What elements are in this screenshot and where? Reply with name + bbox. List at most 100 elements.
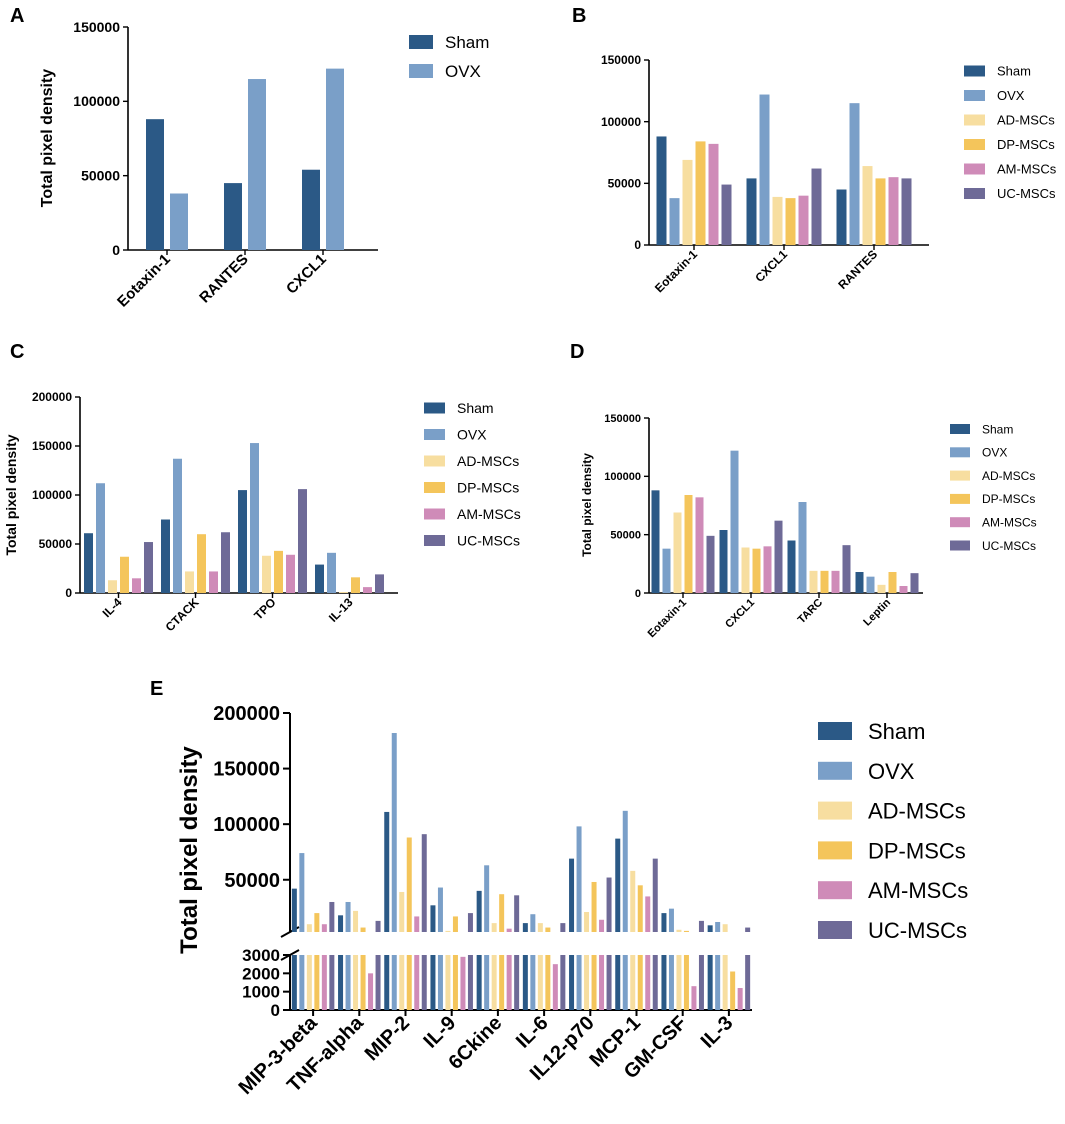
x-tick-label: Leptin (861, 596, 893, 628)
bar (662, 548, 671, 593)
y-tick-label: 150000 (213, 759, 280, 781)
bar-upper (306, 924, 312, 932)
bar-upper (467, 913, 473, 932)
bar-lower (745, 955, 751, 1010)
bar-upper (545, 927, 551, 932)
y-tick-label: 50000 (39, 537, 73, 551)
bar-lower (645, 955, 651, 1010)
bar-lower (491, 955, 497, 1010)
bar-lower (584, 955, 590, 1010)
y-axis-label: Total pixel density (3, 434, 19, 555)
legend-swatch (424, 508, 445, 520)
bar (798, 195, 809, 245)
bar-lower (345, 955, 351, 1010)
x-tick-label: MIP-2 (361, 1012, 414, 1065)
bar-upper (499, 894, 505, 932)
y-axis-label: Total pixel density (39, 69, 56, 208)
legend-swatch (964, 163, 985, 175)
bar-upper (722, 924, 728, 932)
bar (774, 520, 783, 593)
legend-swatch (950, 470, 970, 481)
bar-lower (715, 955, 721, 1010)
legend-swatch (964, 139, 985, 150)
bar-lower (499, 955, 505, 1010)
bar-upper (668, 908, 674, 932)
y-tick-label: 0 (112, 242, 120, 258)
y-axis-label: Total pixel density (176, 746, 203, 954)
bar-upper (406, 837, 412, 932)
y-tick-label: 50000 (610, 530, 641, 542)
legend-swatch (818, 722, 852, 740)
legend-label: DP-MSCs (457, 480, 519, 496)
bar (248, 79, 266, 251)
bar-upper (661, 913, 667, 932)
bar-upper (484, 865, 490, 932)
bar-upper (576, 826, 582, 932)
legend-label: Sham (457, 400, 494, 416)
bar-upper (384, 811, 390, 932)
bar-upper (329, 901, 335, 932)
bar (327, 552, 336, 593)
legend-swatch (409, 35, 433, 49)
bar (862, 166, 873, 245)
bar-lower (522, 955, 528, 1010)
y-tick-label: 100000 (73, 93, 120, 109)
bar-lower (460, 956, 466, 1010)
legend-label: AD-MSCs (868, 799, 966, 824)
bar (809, 570, 818, 593)
bar (836, 189, 847, 245)
bar (185, 571, 194, 593)
y-tick-label: 150000 (604, 413, 641, 425)
legend-swatch (424, 429, 445, 440)
bar (785, 198, 796, 245)
bar-lower (615, 955, 621, 1010)
panel-letter-b: B (572, 5, 586, 27)
bar (669, 198, 680, 245)
legend-label: UC-MSCs (457, 533, 520, 549)
legend-label: AD-MSCs (457, 453, 519, 469)
bar (656, 136, 667, 245)
bar-lower (306, 955, 312, 1010)
legend-label: AM-MSCs (457, 506, 521, 522)
legend-swatch (964, 90, 985, 101)
legend-label: Sham (868, 719, 925, 744)
y-tick-label: 50000 (224, 870, 280, 892)
bar-lower (569, 955, 575, 1010)
bar (375, 574, 384, 593)
bar-upper (338, 915, 344, 932)
bar (811, 168, 822, 245)
bar (849, 103, 860, 246)
bar (695, 497, 704, 593)
legend-label: OVX (457, 427, 487, 443)
bar-lower (360, 955, 366, 1010)
bar (262, 555, 271, 593)
bar (144, 542, 153, 593)
bar-lower (399, 955, 405, 1010)
bar (274, 550, 283, 593)
legend-swatch (950, 517, 970, 528)
bar (197, 534, 206, 593)
bar-lower (722, 955, 728, 1010)
bar (855, 572, 864, 593)
bar (888, 572, 897, 593)
bar-upper (530, 914, 536, 932)
legend-label: UC-MSCs (997, 186, 1056, 201)
bar (888, 177, 899, 245)
bar-lower (637, 955, 643, 1010)
bar (798, 502, 807, 593)
bar-lower (353, 955, 359, 1010)
legend-swatch (950, 540, 970, 551)
bar (673, 512, 682, 593)
bar (286, 554, 295, 593)
bar-upper (360, 927, 366, 932)
x-tick-label: IL-3 (697, 1012, 738, 1053)
legend-label: DP-MSCs (997, 137, 1055, 152)
bar-lower (698, 955, 704, 1010)
x-tick-label: CXCL1 (752, 247, 790, 285)
bar-lower (514, 955, 520, 1010)
legend-label: AD-MSCs (982, 469, 1035, 483)
bar-upper (630, 870, 636, 932)
bar (866, 576, 875, 593)
bar-lower (552, 964, 558, 1010)
bar-upper (522, 923, 528, 932)
